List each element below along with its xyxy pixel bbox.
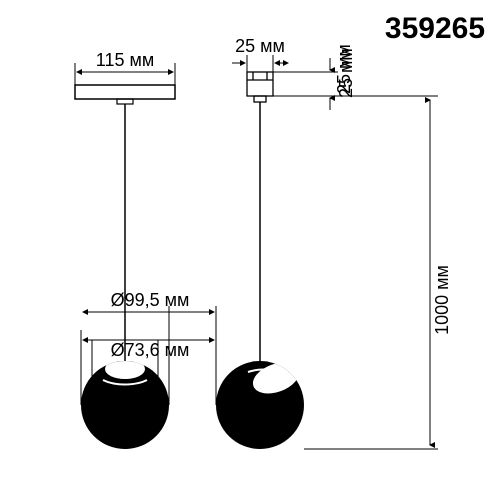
dim-connector-height-label2: 25 мм bbox=[336, 48, 356, 98]
dim-outer-dia-label: Ø99,5 мм bbox=[111, 290, 190, 310]
dim-mount-width-label: 115 мм bbox=[96, 50, 154, 70]
globe-side bbox=[216, 357, 304, 449]
front-view: 115 мм bbox=[75, 50, 175, 449]
dim-inner-dia-label: Ø73,6 мм bbox=[111, 340, 190, 360]
globe-front bbox=[81, 359, 169, 449]
side-view: 25 мм bbox=[216, 36, 304, 449]
dim-total-height-label: 1000 мм bbox=[432, 265, 452, 335]
dim-connector-width: 25 мм bbox=[232, 36, 288, 72]
technical-diagram: 359265 115 мм bbox=[0, 0, 500, 500]
product-code: 359265 bbox=[385, 12, 485, 45]
dim-mount-width: 115 мм bbox=[75, 50, 175, 85]
dim-connector-width-label: 25 мм bbox=[235, 36, 285, 56]
connector bbox=[247, 72, 273, 102]
mount-plate bbox=[75, 85, 175, 99]
